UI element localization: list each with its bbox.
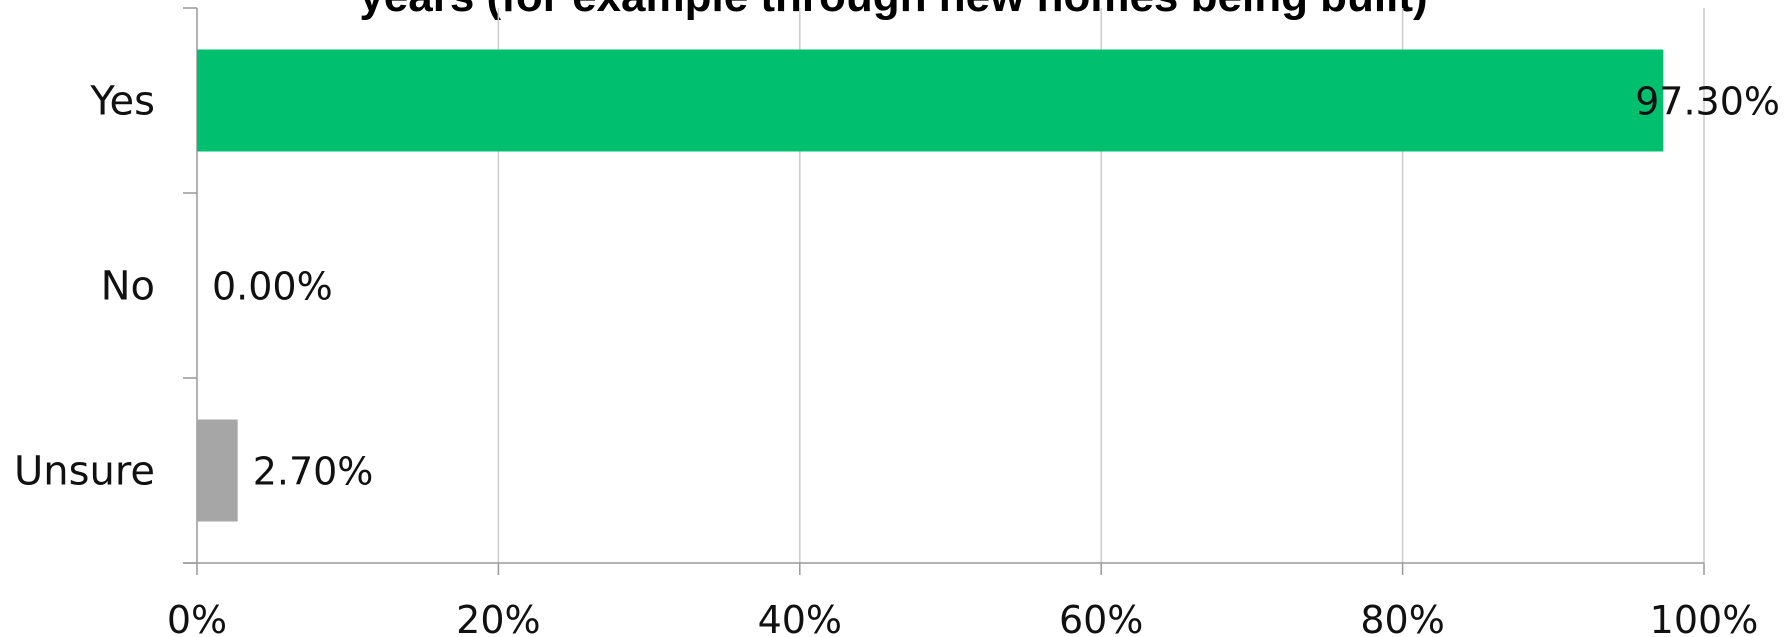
value-label-yes: 97.30% <box>1635 80 1780 124</box>
x-tick-label: 0% <box>167 598 227 637</box>
x-tick-label: 80% <box>1360 598 1444 637</box>
category-label-unsure: Unsure <box>14 449 155 495</box>
x-tick-label: 20% <box>456 598 540 637</box>
x-tick-label: 100% <box>1650 598 1759 637</box>
category-label-yes: Yes <box>89 79 155 125</box>
value-label-unsure: 2.70% <box>253 450 374 494</box>
x-tick-label: 40% <box>758 598 842 637</box>
chart-title: years (for example through new homes bei… <box>0 0 1787 22</box>
bar-unsure <box>197 419 238 522</box>
value-label-no: 0.00% <box>212 265 333 309</box>
category-label-no: No <box>101 264 155 310</box>
bar-yes <box>197 49 1664 152</box>
x-tick-label: 60% <box>1059 598 1143 637</box>
